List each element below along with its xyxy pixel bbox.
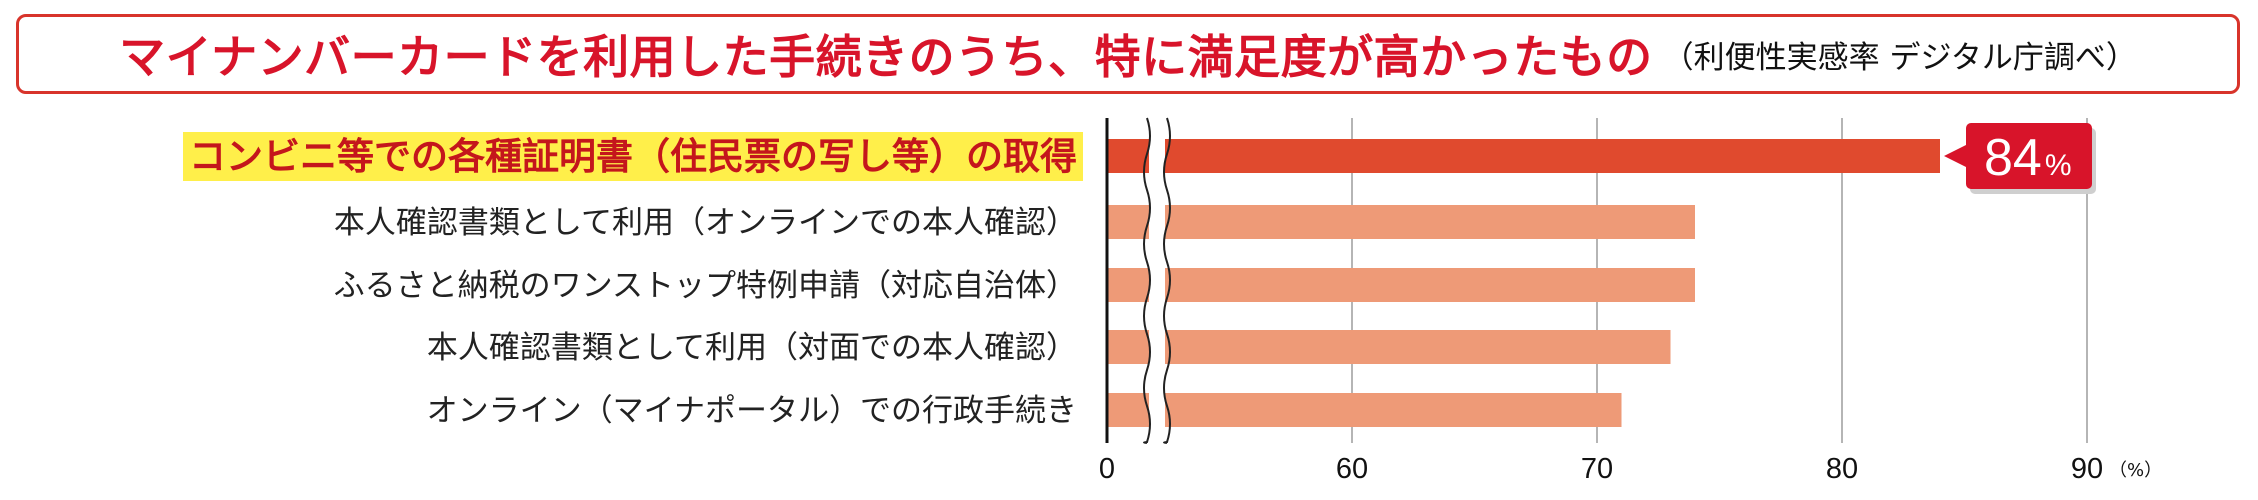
bar [1107,330,1671,364]
bar [1107,393,1622,427]
category-label: 本人確認書類として利用（オンラインでの本人確認） [334,205,1077,241]
x-tick-label: 0 [1099,453,1115,485]
axis-break-gap [1149,118,1165,443]
highlight-label-background [183,132,1083,181]
chart-title: マイナンバーカードを利用した手続きのうち、特に満足度が高かったもの [119,30,1653,84]
bar [1107,268,1695,302]
category-label-highlight: コンビニ等での各種証明書（住民票の写し等）の取得 [189,135,1077,178]
bar [1107,139,1940,173]
x-unit-label: （%） [2109,460,2162,481]
value-badge-number: 84 [1984,129,2042,187]
x-tick-label: 70 [1581,453,1613,485]
value-badge-unit: % [2045,149,2072,182]
category-label: オンライン（マイナポータル）での行政手続き [427,393,1077,429]
value-badge [1966,123,2092,189]
axis-break-line [1143,117,1151,444]
axis-break-line [1163,117,1171,444]
title-box: マイナンバーカードを利用した手続きのうち、特に満足度が高かったもの （利便性実感… [16,14,2240,94]
value-badge-pointer [1944,144,1968,168]
chart-subtitle: （利便性実感率 デジタル庁調べ） [1662,39,2137,76]
bar [1107,205,1695,239]
x-tick-label: 90 [2071,453,2103,485]
x-tick-label: 80 [1826,453,1858,485]
category-label: 本人確認書類として利用（対面での本人確認） [427,330,1077,366]
x-tick-label: 60 [1336,453,1368,485]
category-label: ふるさと納税のワンストップ特例申請（対応自治体） [334,268,1077,304]
